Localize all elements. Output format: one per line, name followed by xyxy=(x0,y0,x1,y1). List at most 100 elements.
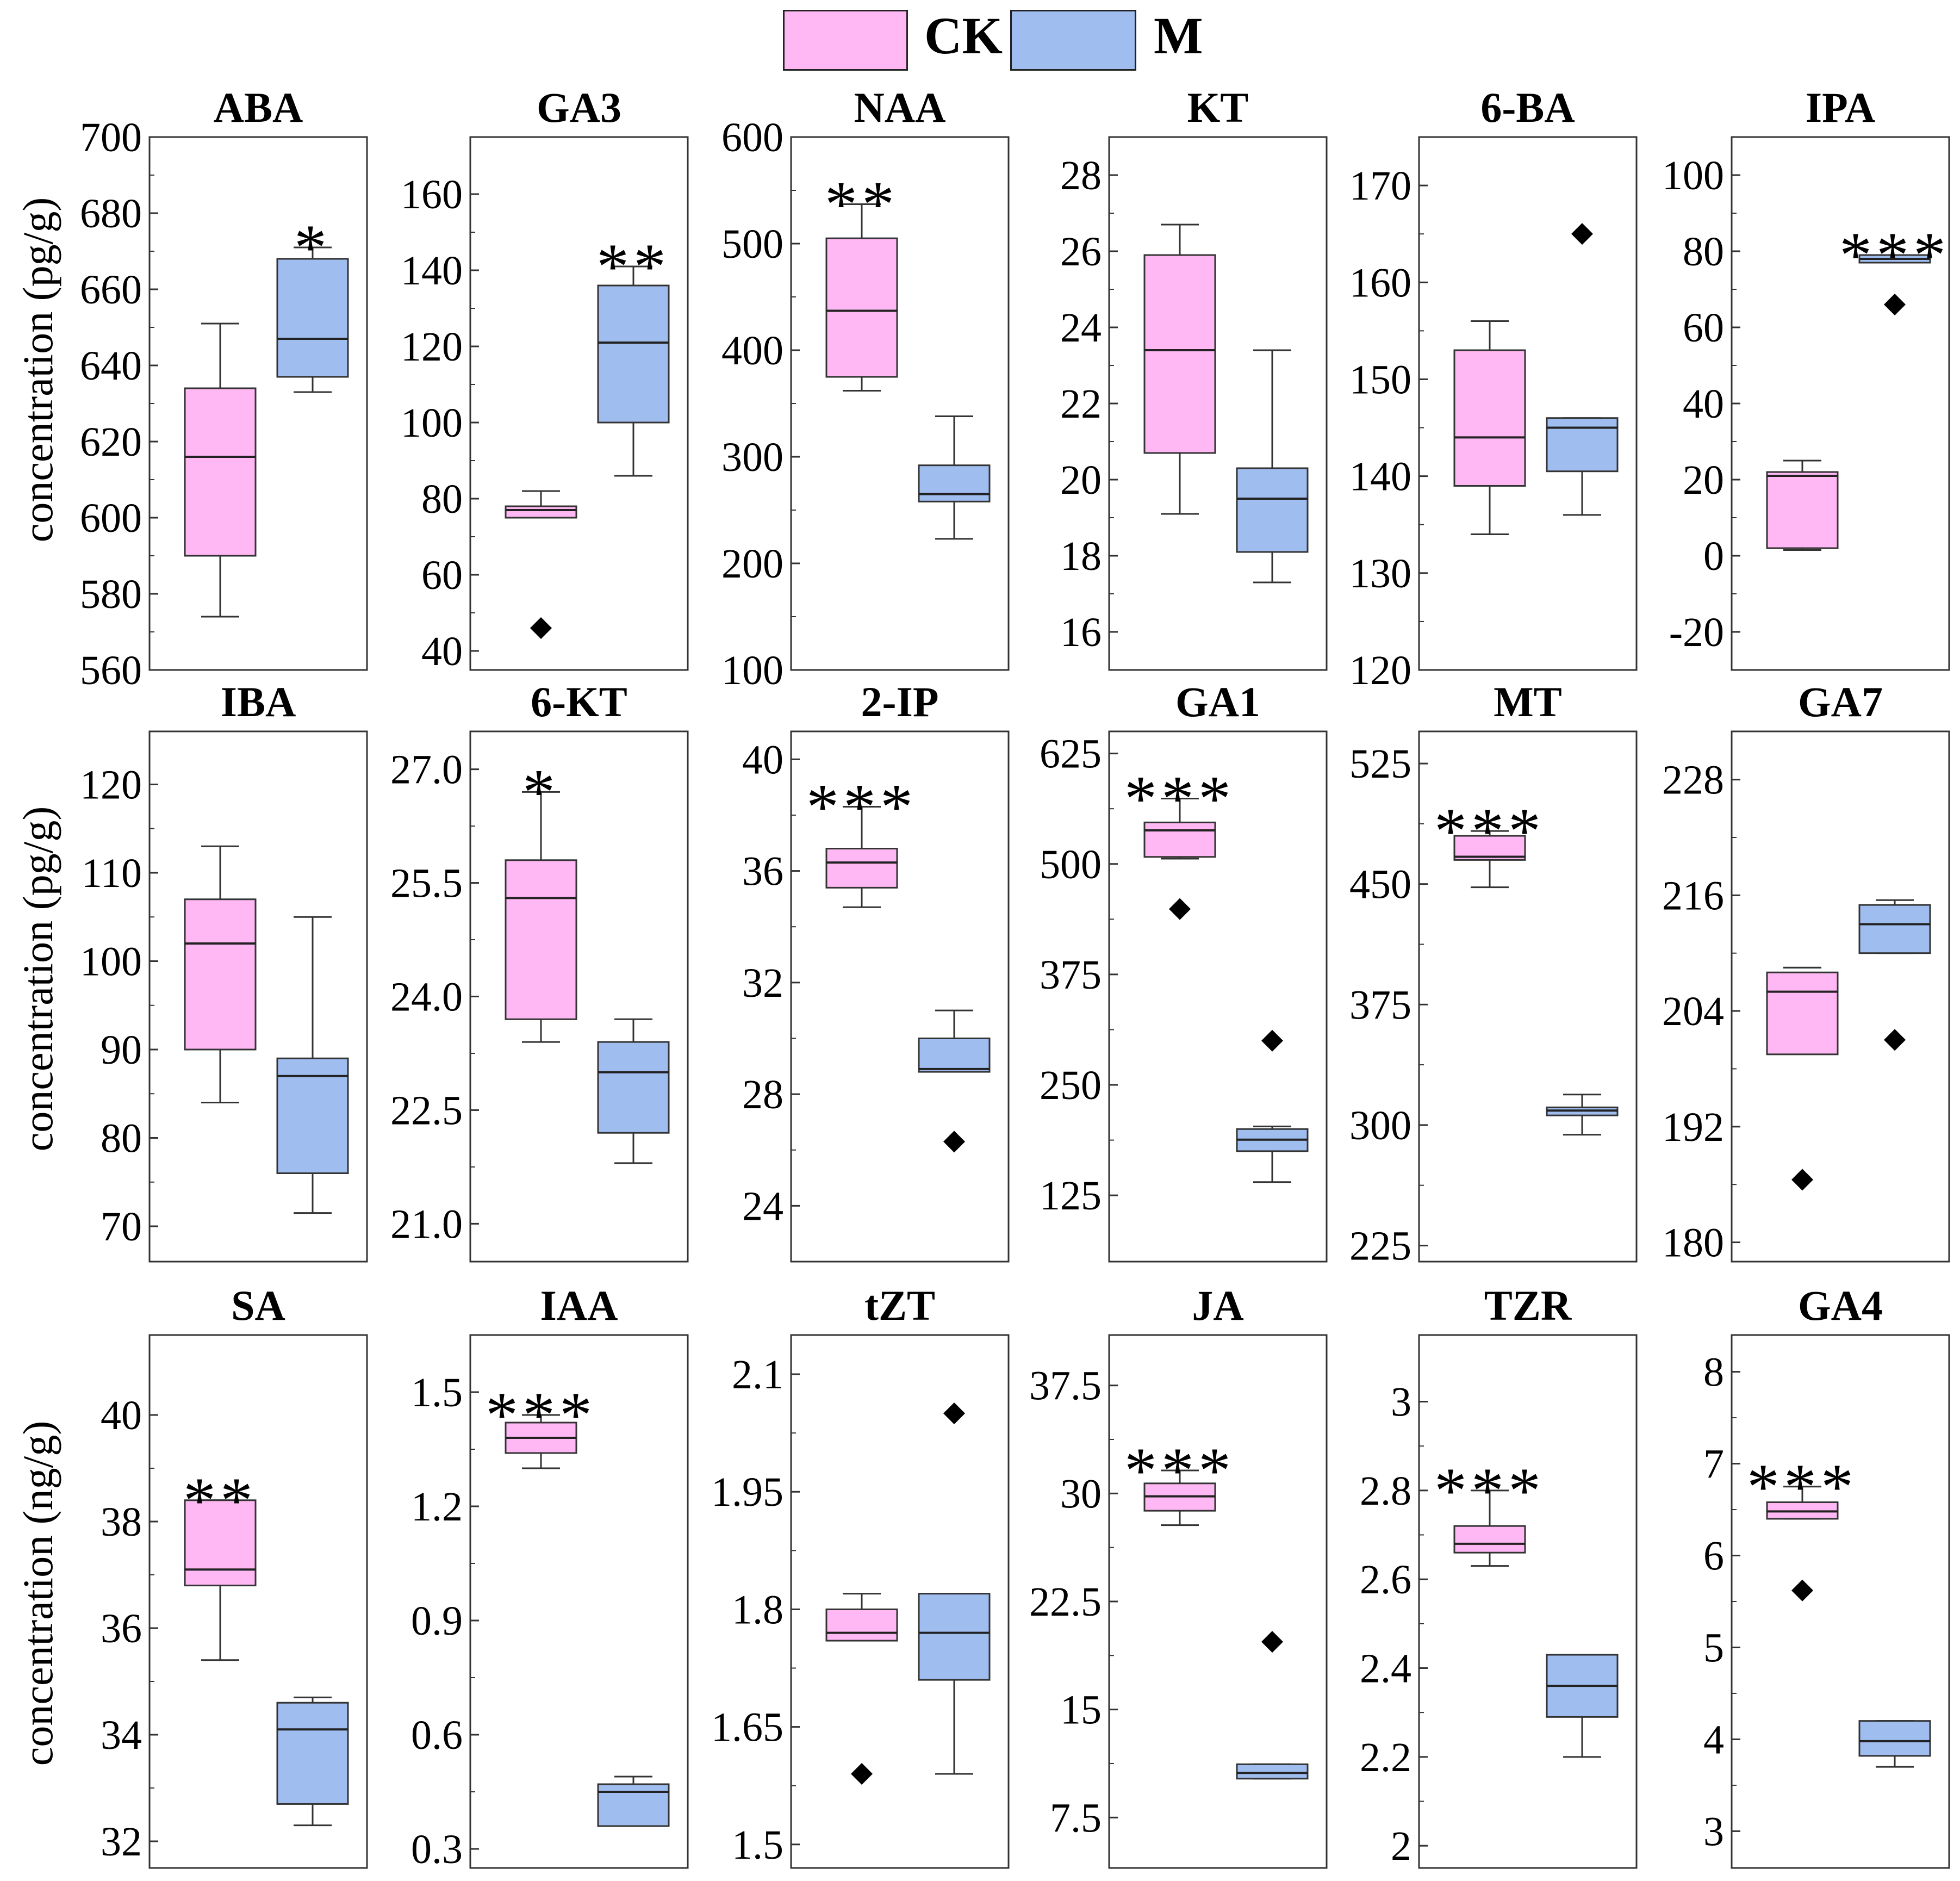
legend-label-m: M xyxy=(1154,7,1203,65)
y-tick-label: 2.2 xyxy=(1360,1735,1411,1780)
significance-label: * xyxy=(522,755,559,828)
box-iqr xyxy=(1766,971,1839,1056)
panel-frame xyxy=(1108,1334,1328,1869)
y-tick-label: 625 xyxy=(1040,731,1102,777)
y-tick-label: 30 xyxy=(1060,1471,1102,1517)
y-tick-label: 36 xyxy=(101,1606,142,1652)
outlier-marker xyxy=(1261,1029,1283,1052)
panel-ga1: GA1 125 250 375 500 625 *** xyxy=(1040,678,1328,1263)
y-tick-label: 100 xyxy=(401,400,463,446)
box-iqr xyxy=(825,237,898,378)
y-tick-label: 1.95 xyxy=(711,1469,783,1515)
panel-aba: ABA 560 580 600 620 640 660 680 700 * xyxy=(80,84,368,693)
y-tick-label: 21.0 xyxy=(390,1201,463,1247)
panel-6-ba: 6-BA 120 130 140 150 160 170 xyxy=(1349,84,1638,693)
y-tick-label: 120 xyxy=(401,324,463,370)
significance-label: * xyxy=(294,211,331,283)
box-m xyxy=(1236,1631,1309,1780)
y-tick-label: 28 xyxy=(1060,153,1102,198)
box-iqr xyxy=(825,848,898,889)
significance-label: ** xyxy=(825,167,899,240)
panel-title: ABA xyxy=(214,84,303,131)
box-iqr xyxy=(276,1057,349,1174)
panel-title: GA4 xyxy=(1798,1282,1883,1329)
panel-title: 6-KT xyxy=(531,678,627,725)
y-tick-label: 140 xyxy=(401,248,463,294)
y-tick-label: 28 xyxy=(742,1072,783,1118)
y-tick-label: 450 xyxy=(1349,862,1411,908)
y-tick-label: 100 xyxy=(80,939,142,985)
y-tick-label: 80 xyxy=(101,1116,142,1162)
y-tick-label: 24 xyxy=(1060,305,1102,351)
y-tick-label: 140 xyxy=(1349,454,1411,500)
box-ck xyxy=(825,806,898,908)
y-tick-label: 560 xyxy=(80,648,142,693)
box-m xyxy=(1546,1654,1619,1758)
significance-label: *** xyxy=(486,1379,596,1451)
y-axis-label: concentration (pg/g) xyxy=(14,197,61,543)
significance-label: *** xyxy=(1434,794,1545,867)
panel-frame xyxy=(148,1334,368,1869)
panel-title: 6-BA xyxy=(1480,84,1575,131)
box-iqr xyxy=(1143,254,1216,454)
y-tick-label: 600 xyxy=(80,495,142,541)
panel-tzr: TZR 2 2.2 2.4 2.6 2.8 3 *** xyxy=(1360,1282,1638,1869)
panel-frame xyxy=(1418,136,1638,671)
significance-label: *** xyxy=(806,771,917,843)
y-axis-label: concentration (pg/g) xyxy=(14,806,61,1152)
panel-ja: JA 7.5 15 22.5 30 37.5 *** xyxy=(1029,1282,1328,1869)
y-tick-label: 27.0 xyxy=(390,747,463,793)
y-tick-label: 24.0 xyxy=(390,974,463,1020)
significance-label: *** xyxy=(1124,1434,1235,1506)
significance-label: ** xyxy=(596,230,670,302)
box-iqr xyxy=(918,1037,991,1073)
y-tick-label: 37.5 xyxy=(1029,1363,1102,1409)
y-tick-label: 500 xyxy=(1040,842,1102,887)
outlier-marker xyxy=(1884,1029,1906,1051)
panel-iaa: IAA 0.3 0.6 0.9 1.2 1.5 *** xyxy=(411,1282,689,1872)
box-iqr xyxy=(1236,1763,1309,1780)
box-iqr xyxy=(505,859,577,1020)
y-tick-label: 160 xyxy=(1349,260,1411,306)
panel-frame xyxy=(1108,136,1328,671)
box-m xyxy=(1858,899,1931,1051)
y-tick-label: 22 xyxy=(1060,381,1102,427)
panel-sa: SA 32 34 36 38 40 ** xyxy=(101,1282,368,1869)
panel-title: MT xyxy=(1494,678,1562,725)
outlier-marker xyxy=(1791,1579,1813,1601)
y-tick-label: 300 xyxy=(1349,1103,1411,1149)
panel-frame xyxy=(1108,730,1328,1263)
y-tick-label: 375 xyxy=(1040,952,1102,998)
significance-label: *** xyxy=(1434,1454,1545,1526)
box-ck xyxy=(1453,830,1526,889)
y-tick-label: 120 xyxy=(80,762,142,808)
panel-frame xyxy=(790,136,1010,671)
y-tick-label: 1.2 xyxy=(411,1484,463,1530)
panel-title: tZT xyxy=(864,1282,935,1329)
box-iqr xyxy=(1143,821,1216,858)
panel-frame xyxy=(1418,1334,1638,1869)
panel-frame xyxy=(1731,1334,1950,1869)
panel-title: GA7 xyxy=(1798,678,1883,725)
panel-6-kt: 6-KT 21.0 22.5 24.0 25.5 27.0 * xyxy=(390,678,689,1263)
box-iqr xyxy=(597,1041,670,1134)
y-tick-label: 16 xyxy=(1060,610,1102,655)
box-ck xyxy=(1453,1489,1526,1567)
box-iqr xyxy=(597,1783,670,1827)
box-iqr xyxy=(1453,349,1526,487)
y-tick-label: 500 xyxy=(721,221,783,267)
box-ck xyxy=(184,1499,257,1661)
y-tick-label: 25.5 xyxy=(390,861,463,907)
box-m xyxy=(1546,223,1619,516)
y-tick-label: 700 xyxy=(80,115,142,160)
significance-label: *** xyxy=(1839,219,1950,291)
panel-frame xyxy=(1731,730,1950,1263)
y-tick-label: 192 xyxy=(1662,1104,1724,1150)
box-iqr xyxy=(184,898,257,1051)
panel-frame xyxy=(790,730,1010,1263)
y-tick-label: 70 xyxy=(101,1204,142,1250)
y-tick-label: 130 xyxy=(1349,551,1411,597)
panel-frame xyxy=(1731,136,1950,671)
panel-title: GA3 xyxy=(537,84,621,131)
box-iqr xyxy=(1766,471,1839,549)
